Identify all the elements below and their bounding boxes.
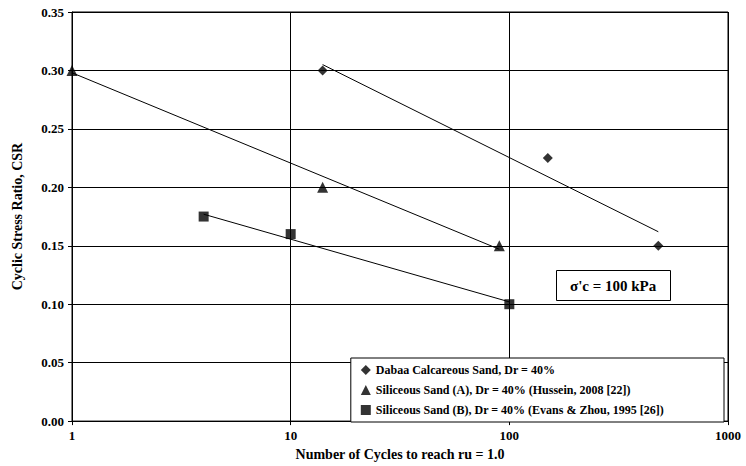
svg-text:σ'c = 100 kPa: σ'c = 100 kPa [570,278,657,294]
svg-text:1000: 1000 [715,428,741,443]
svg-text:0.35: 0.35 [41,5,64,20]
svg-text:0.30: 0.30 [41,63,64,78]
svg-text:Siliceous Sand (B), Dr = 40% (: Siliceous Sand (B), Dr = 40% (Evans & Zh… [376,403,664,417]
svg-text:0.05: 0.05 [41,355,64,370]
svg-text:100: 100 [500,428,520,443]
svg-text:Cyclic Stress Ratio, CSR: Cyclic Stress Ratio, CSR [10,142,25,290]
svg-text:0.25: 0.25 [41,121,64,136]
svg-text:0.00: 0.00 [41,414,64,429]
svg-text:10: 10 [284,428,297,443]
svg-text:Dabaa Calcareous Sand, Dr = 40: Dabaa Calcareous Sand, Dr = 40% [376,363,555,377]
svg-text:0.20: 0.20 [41,180,64,195]
svg-text:0.10: 0.10 [41,297,64,312]
svg-text:1: 1 [69,428,76,443]
svg-text:Siliceous Sand (A), Dr = 40% (: Siliceous Sand (A), Dr = 40% (Hussein, 2… [376,383,631,397]
svg-text:0.15: 0.15 [41,238,64,253]
svg-text:Number of Cycles to reach ru =: Number of Cycles to reach ru = 1.0 [296,447,505,462]
